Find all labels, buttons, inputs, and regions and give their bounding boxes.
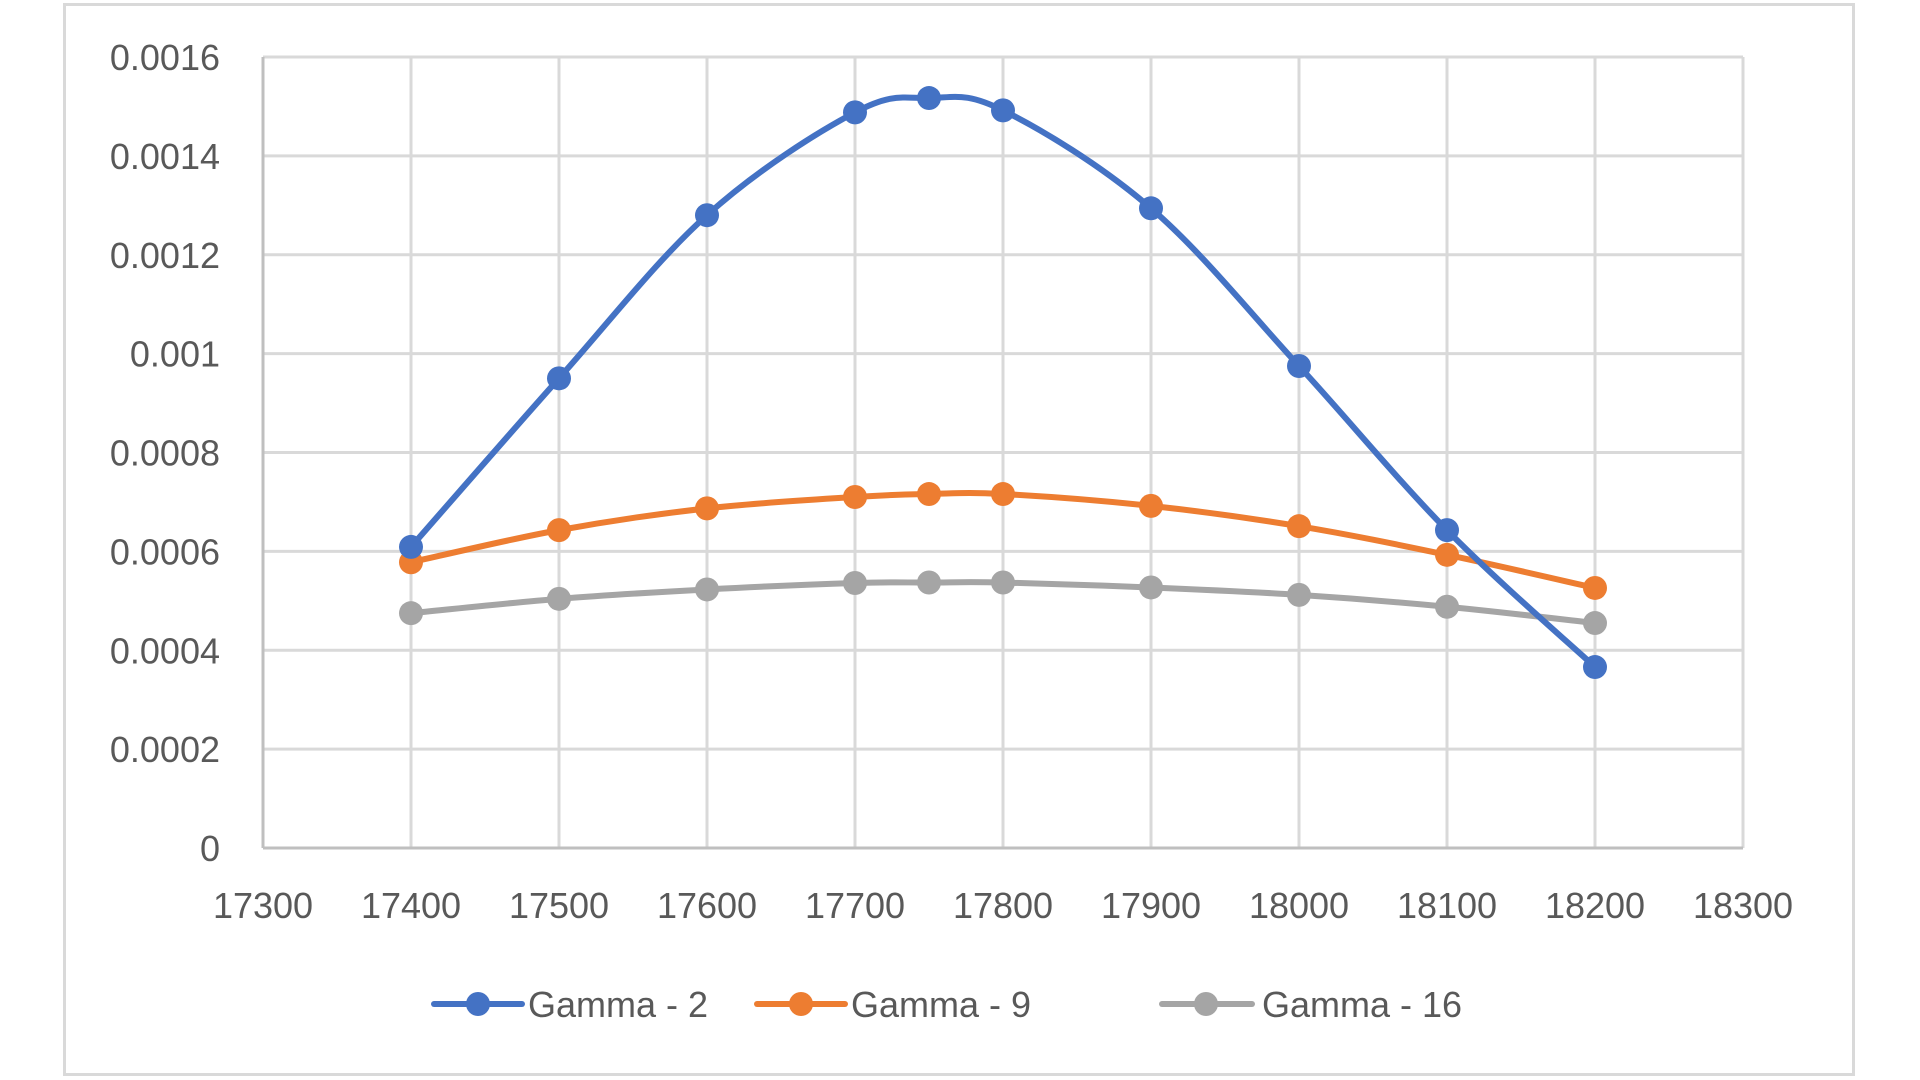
y-tick-label: 0.0012	[110, 235, 220, 276]
legend-item-gamma-9[interactable]: Gamma - 9	[754, 984, 1031, 1025]
data-point-marker[interactable]	[917, 482, 941, 507]
legend-label: Gamma - 9	[851, 984, 1031, 1025]
x-tick-label: 18200	[1545, 885, 1645, 926]
series-line	[408, 93, 1598, 671]
data-point-marker[interactable]	[547, 586, 571, 611]
data-point-marker[interactable]	[1435, 542, 1459, 567]
legend-item-gamma-2[interactable]: Gamma - 2	[431, 984, 708, 1025]
data-point-marker[interactable]	[547, 518, 571, 543]
x-tick-label: 17300	[213, 885, 313, 926]
data-point-marker[interactable]	[843, 484, 867, 509]
y-tick-label: 0.0004	[110, 630, 220, 671]
data-point-marker[interactable]	[547, 366, 571, 391]
legend: Gamma - 2 Gamma - 9 Gamma - 16	[431, 984, 1462, 1025]
data-point-marker[interactable]	[1583, 655, 1607, 680]
x-tick-label: 18300	[1693, 885, 1793, 926]
series-line	[408, 579, 1598, 627]
data-point-marker[interactable]	[1287, 353, 1311, 378]
series-gamma-2[interactable]	[399, 86, 1607, 680]
legend-label: Gamma - 16	[1262, 984, 1462, 1025]
data-point-marker[interactable]	[991, 570, 1015, 595]
data-point-marker[interactable]	[991, 482, 1015, 507]
y-tick-label: 0.001	[130, 334, 220, 375]
x-tick-label: 17700	[805, 885, 905, 926]
data-point-marker[interactable]	[399, 601, 423, 626]
data-point-marker[interactable]	[917, 570, 941, 595]
data-point-marker[interactable]	[1139, 196, 1163, 221]
data-point-marker[interactable]	[399, 534, 423, 559]
data-point-marker[interactable]	[695, 496, 719, 521]
x-tick-label: 17400	[361, 885, 461, 926]
y-tick-label: 0.0002	[110, 729, 220, 770]
data-point-marker[interactable]	[1583, 575, 1607, 600]
y-tick-label: 0	[200, 828, 220, 869]
legend-label: Gamma - 2	[528, 984, 708, 1025]
series-gamma-16[interactable]	[399, 570, 1607, 636]
data-point-marker[interactable]	[917, 86, 941, 111]
data-point-marker[interactable]	[695, 577, 719, 602]
series-line	[408, 490, 1598, 591]
x-tick-label: 17800	[953, 885, 1053, 926]
data-point-marker[interactable]	[1287, 582, 1311, 607]
legend-marker-icon	[789, 992, 813, 1016]
x-tick-label: 17900	[1101, 885, 1201, 926]
y-tick-label: 0.0008	[110, 433, 220, 474]
x-tick-label: 18100	[1397, 885, 1497, 926]
plot-series	[399, 86, 1607, 680]
x-tick-label: 17500	[509, 885, 609, 926]
y-tick-label: 0.0014	[110, 136, 220, 177]
gridlines	[263, 55, 1745, 848]
y-tick-label: 0.0016	[110, 37, 220, 78]
legend-marker-icon	[1194, 992, 1218, 1016]
data-point-marker[interactable]	[1435, 518, 1459, 543]
data-point-marker[interactable]	[695, 203, 719, 228]
series-gamma-9[interactable]	[399, 482, 1607, 600]
data-point-marker[interactable]	[1139, 493, 1163, 518]
data-point-marker[interactable]	[991, 98, 1015, 123]
data-point-marker[interactable]	[1139, 575, 1163, 600]
legend-marker-icon	[466, 992, 490, 1016]
data-point-marker[interactable]	[843, 100, 867, 125]
legend-item-gamma-16[interactable]: Gamma - 16	[1159, 984, 1462, 1025]
data-point-marker[interactable]	[1287, 514, 1311, 539]
x-tick-label: 17600	[657, 885, 757, 926]
chart-area	[63, 3, 1855, 1076]
x-axis-tick-labels: 17300 17400 17500 17600 17700 17800 17900 18000…	[213, 885, 1793, 926]
data-point-marker[interactable]	[1583, 611, 1607, 636]
x-tick-label: 18000	[1249, 885, 1349, 926]
axes	[261, 57, 1743, 850]
y-tick-label: 0.0006	[110, 531, 220, 572]
data-point-marker[interactable]	[1435, 594, 1459, 619]
y-axis-tick-labels: 0 0.0002 0.0004 0.0006 0.0008 0.001 0.0012 0.00…	[110, 37, 220, 869]
data-point-marker[interactable]	[843, 571, 867, 596]
